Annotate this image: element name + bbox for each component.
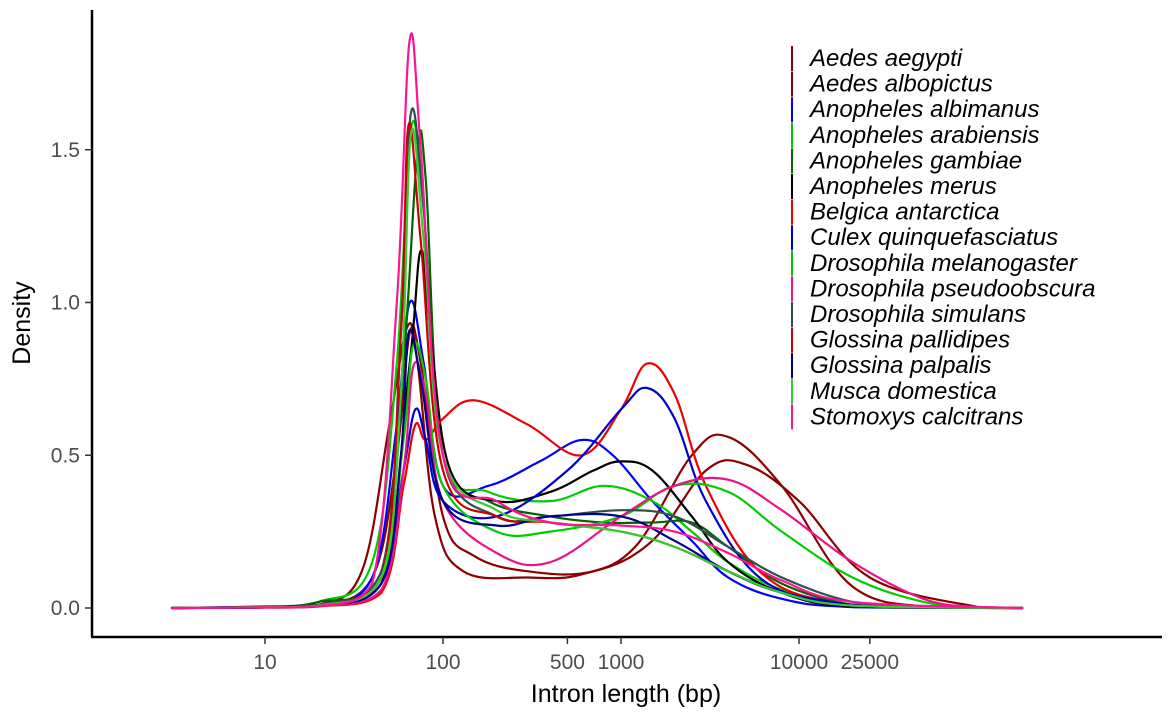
x-tick-label: 25000 [841,651,899,674]
x-tick-label: 10000 [770,651,828,674]
y-tick-label: 1.0 [51,292,80,315]
legend-label: Aedes aegypti [808,45,963,72]
x-tick-label: 100 [425,651,460,674]
x-axis-title: Intron length (bp) [531,680,721,708]
legend-label: Glossina pallidipes [810,327,1010,354]
series-lines [170,32,1024,610]
x-tick-label: 500 [550,651,585,674]
y-tick-label: 0.5 [51,444,80,467]
legend-label: Belgica antarctica [810,199,999,226]
legend-label: Anopheles albimanus [808,96,1040,123]
legend-label: Anopheles merus [808,173,997,200]
legend-label: Stomoxys calcitrans [810,403,1023,430]
series-line-belgica-antarctica [170,362,1024,610]
series-line-stomoxys-calcitrans [170,32,1024,610]
y-tick-label: 1.5 [51,139,80,162]
y-axis-ticks: 0.0 0.5 1.0 1.5 [51,139,92,620]
x-tick-label: 1000 [598,651,645,674]
y-axis-title: Density [8,281,36,365]
y-tick-label: 0.0 [51,597,80,620]
series-line-aedes-albopictus [170,322,1024,610]
legend-label: Anopheles gambiae [808,147,1022,174]
legend-label: Musca domestica [810,378,997,405]
series-line-anopheles-albimanus [170,299,1024,610]
legend-label: Glossina palpalis [810,352,991,379]
x-tick-label: 10 [253,651,276,674]
legend-label: Drosophila melanogaster [810,250,1078,277]
legend-label: Anopheles arabiensis [808,122,1040,149]
legend-label: Drosophila simulans [810,301,1026,328]
series-line-drosophila-pseudoobscura [170,360,1024,610]
legend-label: Drosophila pseudoobscura [810,275,1096,302]
legend-label: Culex quinquefasciatus [810,224,1058,251]
x-axis-ticks: 10 100 500 1000 10000 25000 [253,637,899,674]
axes [90,10,1162,639]
legend-label: Aedes albopictus [808,71,993,98]
